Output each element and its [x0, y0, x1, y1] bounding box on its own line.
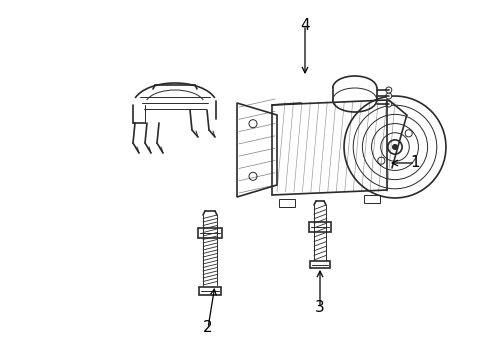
- Polygon shape: [237, 103, 276, 197]
- Circle shape: [385, 93, 391, 99]
- Bar: [279, 199, 294, 207]
- Circle shape: [385, 87, 391, 93]
- Bar: [308, 222, 330, 232]
- Text: 4: 4: [300, 18, 309, 32]
- Circle shape: [385, 101, 391, 107]
- Bar: [198, 228, 222, 238]
- Bar: [199, 287, 221, 295]
- Text: 2: 2: [203, 320, 212, 336]
- Text: 1: 1: [409, 156, 419, 171]
- Circle shape: [344, 96, 445, 198]
- Bar: [363, 195, 379, 203]
- Bar: [309, 261, 329, 268]
- Circle shape: [392, 144, 397, 149]
- Text: 3: 3: [314, 301, 324, 315]
- Circle shape: [387, 140, 401, 154]
